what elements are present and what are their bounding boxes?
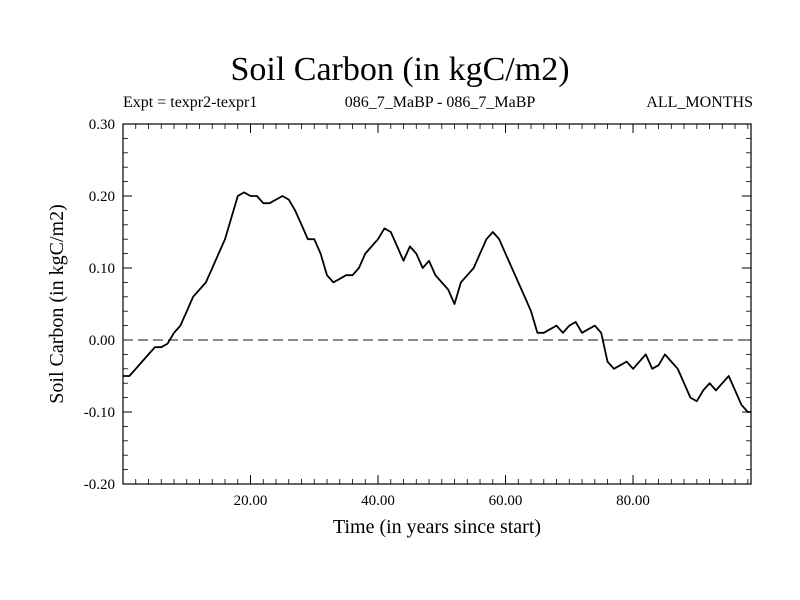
y-tick-label: 0.20 [89,189,115,205]
plot-frame [122,123,752,485]
tick-marks [123,123,751,485]
x-tick-label: 60.00 [489,493,523,509]
y-tick-labels: -0.20 -0.10 0.00 0.10 0.20 0.30 [84,117,115,493]
y-tick-label: -0.20 [84,477,115,493]
y-tick-label: 0.10 [89,261,115,277]
y-axis-label: Soil Carbon (in kgC/m2) [46,204,68,403]
x-tick-label: 40.00 [361,493,395,509]
y-tick-label: 0.00 [89,333,115,349]
x-tick-labels: 20.00 40.00 60.00 80.00 [234,493,650,509]
x-tick-label: 20.00 [234,493,268,509]
x-tick-label: 80.00 [616,493,650,509]
soil-carbon-series-line [123,191,751,413]
y-tick-label: 0.30 [89,117,115,133]
months-label: ALL_MONTHS [646,94,753,111]
chart-title: Soil Carbon (in kgC/m2) [230,51,570,88]
experiment-label: Expt = texpr2-texpr1 [123,94,258,111]
period-label: 086_7_MaBP - 086_7_MaBP [344,94,536,111]
y-tick-label: -0.10 [84,405,115,421]
x-axis-label: Time (in years since start) [333,516,541,538]
